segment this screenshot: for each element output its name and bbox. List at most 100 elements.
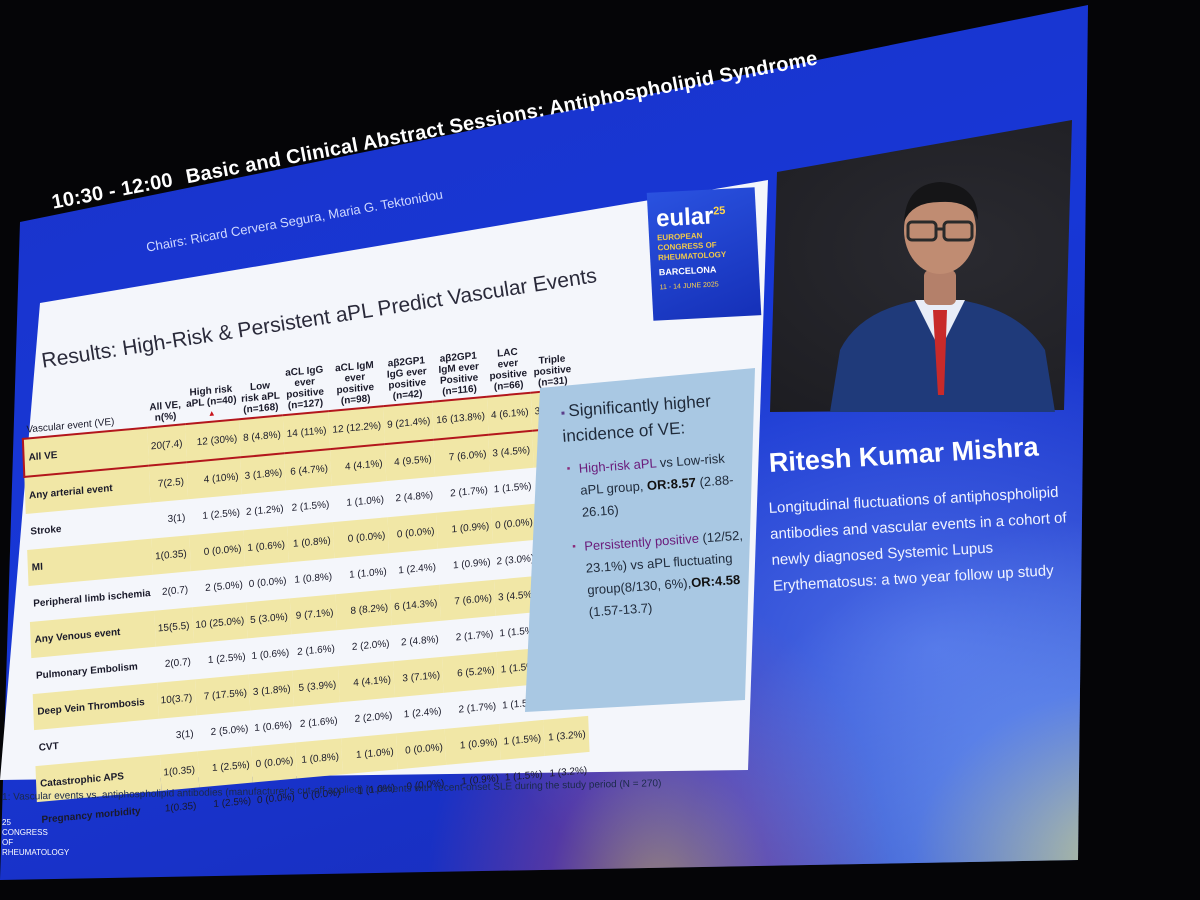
table-cell: 14 (11%) <box>283 411 331 454</box>
table-body: All VE 20(7.4) 12 (30%) 8 (4.8%) 14 (11%) 12 … <box>22 388 591 839</box>
table-cell: 1 (0.9%) <box>436 507 493 549</box>
table-cell: 0 (0.0%) <box>188 530 246 572</box>
table-cell: 2 (4.8%) <box>395 489 434 504</box>
table-cell: 1 (1.5%) <box>499 719 545 760</box>
table-cell: 0 (0.0%) <box>248 575 287 590</box>
table-cell: 0 (0.0%) <box>491 503 537 544</box>
table-header-cell: LAC ever positive (n=66) <box>489 346 528 394</box>
table-cell: 12 (12.2%) <box>328 406 385 450</box>
speaker-video-image <box>830 182 1055 412</box>
table-cell: 3 (4.5%) <box>488 430 534 472</box>
finding-item: Persistently positive (12/52, 23.1%) vs … <box>584 524 761 624</box>
table-cell: 1 (0.9%) <box>461 772 500 788</box>
table-cell: 0 (0.0%) <box>387 512 439 554</box>
eular-logo: eular25 EUROPEAN CONGRESS OF RHEUMATOLOG… <box>646 187 762 321</box>
table-cell: 6 (14.3%) <box>390 584 441 626</box>
table-cell: 1 (1.0%) <box>341 733 398 775</box>
table-cell: 2 (1.7%) <box>449 484 489 499</box>
table-cell: 1(0.35) <box>159 751 199 791</box>
table-cell: 2 (5.0%) <box>204 579 243 594</box>
table-cell: 3(1) <box>175 728 194 741</box>
table-cell: 2 (5.0%) <box>210 723 249 738</box>
table-cell: 1 (0.8%) <box>295 738 343 779</box>
table-cell: 1 (3.2%) <box>543 715 590 756</box>
table-cell: 2 (1.5%) <box>291 498 330 514</box>
table-cell: 3 (7.1%) <box>393 656 444 698</box>
findings-text: Significantly higher incidence of VE: Hi… <box>560 387 761 636</box>
table-cell: 2 (2.0%) <box>354 710 393 725</box>
table-cell: 4 (10%) <box>186 457 243 500</box>
table-cell: 2 (1.2%) <box>245 503 284 518</box>
table-cell: 2 (2.0%) <box>351 638 390 653</box>
table-cell: 2 (1.6%) <box>296 643 336 658</box>
table-cell: 3(1) <box>167 512 186 525</box>
table-cell: 1 (0.9%) <box>445 723 502 765</box>
table-cell: 4 (6.1%) <box>487 392 533 435</box>
table-header-cell: Triple positive (n=31) <box>533 353 572 390</box>
table-cell: 1 (2.4%) <box>403 705 442 721</box>
table-cell: 5 (3.0%) <box>246 598 292 639</box>
logo-brand: eular25 <box>655 202 726 233</box>
table-cell: 7 (6.0%) <box>434 434 491 477</box>
table-cell: 1 (2.5%) <box>197 746 254 788</box>
table-cell: 0 (0.0%) <box>332 517 390 559</box>
results-table: Vascular event (VE) All VE, n(%) High ri… <box>20 340 592 839</box>
table-cell: 7 (6.0%) <box>439 579 496 621</box>
table-cell: 8 (8.2%) <box>335 589 392 631</box>
table-cell: 10 (25.0%) <box>191 602 248 644</box>
table-header-cell: aβ2GP1 IgG ever positive (n=42) <box>386 355 427 403</box>
table-cell: 9 (7.1%) <box>290 594 338 635</box>
table-cell: 7 (17.5%) <box>194 674 251 716</box>
table-cell: 16 (13.8%) <box>432 396 489 440</box>
table-cell: 1 (2.4%) <box>398 561 437 576</box>
table-cell: 1 (1.0%) <box>348 566 387 581</box>
table-cell: 2 (4.8%) <box>400 633 439 649</box>
table-cell: 1 (1.5%) <box>493 480 532 495</box>
logo-congress: EUROPEAN CONGRESS OF RHEUMATOLOGY <box>656 231 727 263</box>
table-cell: 3 (1.8%) <box>240 453 286 495</box>
table-cell: 20(7.4) <box>147 424 187 466</box>
table-cell: 1 (0.8%) <box>294 570 333 586</box>
finding-item: High-risk aPL vs Low-risk aPL group, OR:… <box>578 446 753 524</box>
table-cell: 1 (2.5%) <box>207 651 246 666</box>
table-cell: 0 (0.0%) <box>395 728 447 770</box>
table-cell: 2 (1.6%) <box>299 715 338 730</box>
talk-title: Longitudinal fluctuations of antiphospho… <box>768 483 1068 595</box>
logo-city: BARCELONA <box>658 264 717 278</box>
table-cell: 4 (4.1%) <box>338 661 395 703</box>
table-header-cell: High risk aPL (n=40) ▲ <box>185 383 237 419</box>
table-cell: 15(5.5) <box>154 607 194 647</box>
table-cell: 2 (1.7%) <box>458 700 497 716</box>
logo-dates: 11 - 14 JUNE 2025 <box>659 281 719 292</box>
table-cell: 2(0.7) <box>161 584 189 598</box>
table-cell: 2 (1.7%) <box>455 628 494 644</box>
table-header-cell: Low risk aPL (n=168) <box>240 380 281 416</box>
table-cell: 12 (30%) <box>184 419 241 463</box>
table-cell: 1 (0.6%) <box>243 526 289 567</box>
table-cell: 4 (9.5%) <box>384 439 436 482</box>
table-cell: 3 (1.8%) <box>249 670 295 711</box>
table-cell: 2(0.7) <box>164 656 192 670</box>
table-header-cell: aCL IgM ever positive (n=98) <box>334 359 375 407</box>
table-header-cell: aβ2GP1 IgM ever Positive (n=116) <box>438 350 480 398</box>
table-cell: 1 (1.0%) <box>346 493 385 509</box>
table-cell: 0 (0.0%) <box>251 742 297 783</box>
table-cell: 2 (3.0%) <box>496 552 535 568</box>
results-table-container: Vascular event (VE) All VE, n(%) High ri… <box>20 341 590 825</box>
table-cell: 6 (5.2%) <box>442 651 499 693</box>
table-cell: 10(3.7) <box>156 679 196 719</box>
table-cell: 0 (0.0%) <box>256 791 295 806</box>
table-cell: 1 (0.9%) <box>452 556 491 571</box>
table-cell: 1 (2.5%) <box>202 507 241 522</box>
table-header-cell: aCL IgG ever positive (n=127) <box>285 364 325 412</box>
table-cell: 8 (4.8%) <box>239 415 285 458</box>
triangle-marker-icon: ▲ <box>207 408 216 419</box>
table-cell: 9 (21.4%) <box>383 401 435 445</box>
table-cell: 5 (3.9%) <box>292 666 340 707</box>
table-cell: 1 (0.6%) <box>251 647 290 662</box>
bottom-eular-logo: 25 CONGRESS OF RHEUMATOLOGY <box>2 818 70 857</box>
table-header-cell: All VE, n(%) <box>149 399 182 424</box>
table-cell: 6 (4.7%) <box>284 449 332 491</box>
table-cell: 4 (4.1%) <box>330 444 387 487</box>
table-cell: 1(0.35) <box>151 535 191 575</box>
